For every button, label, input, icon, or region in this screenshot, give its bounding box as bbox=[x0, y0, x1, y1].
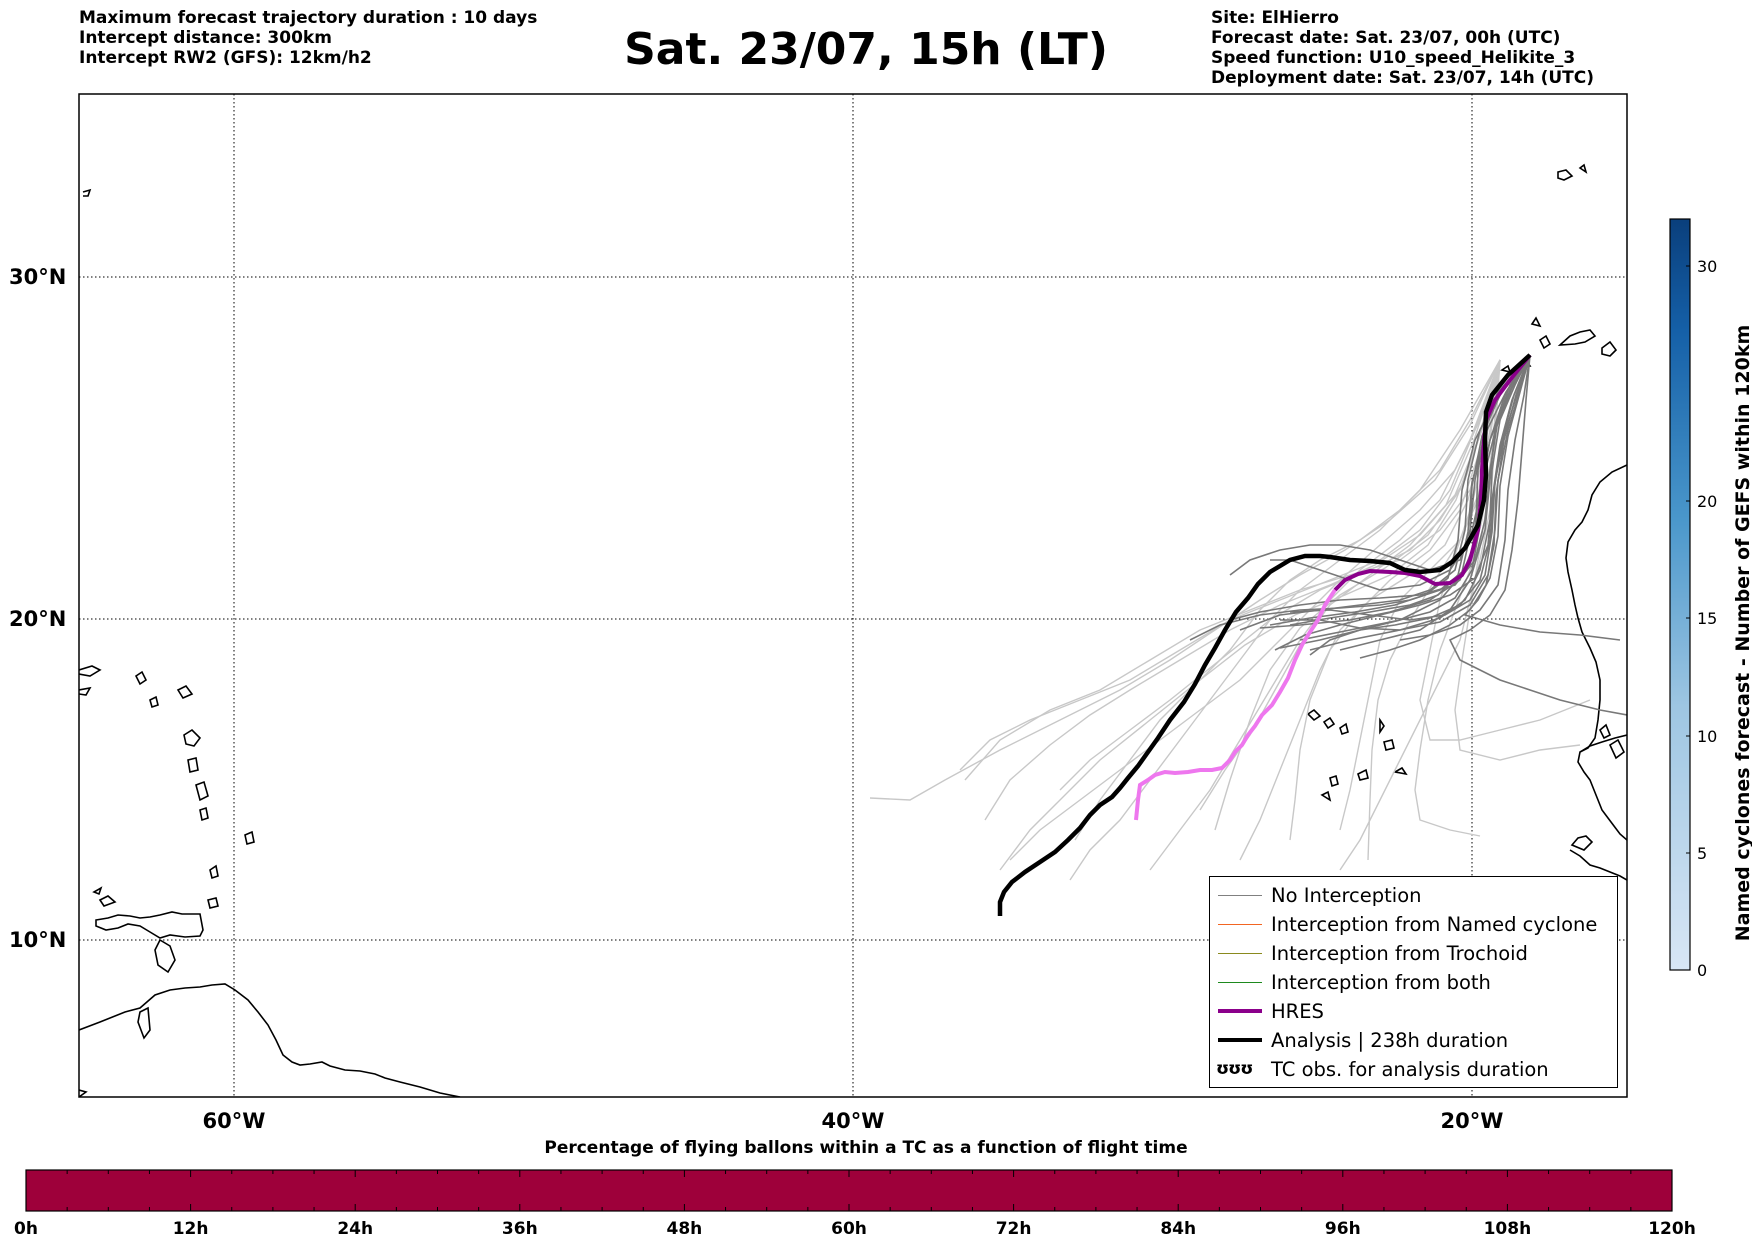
header-left: Maximum forecast trajectory duration : 1… bbox=[79, 8, 537, 68]
legend-label: Interception from Named cyclone bbox=[1271, 913, 1598, 936]
colorbar-tick-30: 30 bbox=[1697, 257, 1717, 276]
flight-tick-72h: 72h bbox=[996, 1219, 1032, 1239]
legend-swatch bbox=[1218, 1038, 1262, 1042]
cyclone-colorbar-ticks bbox=[1686, 265, 1690, 971]
flight-tick-108h: 108h bbox=[1484, 1219, 1532, 1239]
lon-label-60w: 60°W bbox=[203, 1109, 266, 1133]
flight-tick-0h: 0h bbox=[14, 1219, 38, 1239]
lat-label-20n: 20°N bbox=[9, 607, 66, 631]
flight-bar-title: Percentage of flying ballons within a TC… bbox=[544, 1138, 1187, 1158]
cyclone-colorbar bbox=[1669, 218, 1691, 971]
legend-swatch bbox=[1218, 895, 1262, 896]
legend-label: Interception from Trochoid bbox=[1271, 942, 1528, 965]
legend-item-both: Interception from both bbox=[1210, 968, 1617, 997]
legend-label: Interception from both bbox=[1271, 971, 1491, 994]
header-left-line-3: Intercept RW2 (GFS): 12km/h2 bbox=[79, 48, 372, 68]
legend-label: HRES bbox=[1271, 1000, 1324, 1023]
colorbar-tick-5: 5 bbox=[1697, 844, 1707, 863]
map-legend: No Interception Interception from Named … bbox=[1209, 876, 1618, 1088]
header-right: Site: ElHierro Forecast date: Sat. 23/07… bbox=[1211, 8, 1594, 88]
legend-item-trochoid: Interception from Trochoid bbox=[1210, 939, 1617, 968]
header-left-line-2: Intercept distance: 300km bbox=[79, 28, 332, 48]
legend-label: No Interception bbox=[1271, 884, 1422, 907]
coastline-africa-islands bbox=[1306, 163, 1627, 881]
legend-item-no-interception: No Interception bbox=[1210, 881, 1617, 910]
colorbar-label: Named cyclones forecast - Number of GEFS… bbox=[1732, 325, 1752, 942]
header-right-line-2: Forecast date: Sat. 23/07, 00h (UTC) bbox=[1211, 28, 1561, 48]
header-right-line-1: Site: ElHierro bbox=[1211, 8, 1339, 28]
flight-tick-12h: 12h bbox=[173, 1219, 209, 1239]
lon-label-40w: 40°W bbox=[822, 1109, 885, 1133]
header-right-line-4: Deployment date: Sat. 23/07, 14h (UTC) bbox=[1211, 68, 1595, 88]
colorbar-tick-10: 10 bbox=[1697, 727, 1717, 746]
trajectories-no-interception bbox=[1189, 354, 1627, 716]
lat-label-10n: 10°N bbox=[9, 928, 66, 952]
legend-swatch bbox=[1218, 1009, 1262, 1013]
tc-obs-symbol: ʊʊʊ bbox=[1216, 1059, 1253, 1079]
flight-tick-48h: 48h bbox=[667, 1219, 703, 1239]
flight-tick-96h: 96h bbox=[1325, 1219, 1361, 1239]
legend-item-hres: HRES bbox=[1210, 997, 1617, 1026]
colorbar-tick-15: 15 bbox=[1697, 609, 1717, 628]
header-right-line-3: Speed function: U10_speed_Helikite_3 bbox=[1211, 48, 1576, 68]
flight-tick-24h: 24h bbox=[337, 1219, 373, 1239]
legend-item-analysis: Analysis | 238h duration bbox=[1210, 1026, 1617, 1055]
colorbar-tick-0: 0 bbox=[1697, 961, 1707, 980]
flight-bar-ticks bbox=[66, 1170, 1632, 1211]
legend-item-named-cyclone: Interception from Named cyclone bbox=[1210, 910, 1617, 939]
flight-tick-84h: 84h bbox=[1160, 1219, 1196, 1239]
legend-swatch bbox=[1218, 982, 1262, 983]
coastline-caribbean bbox=[79, 188, 461, 1097]
flight-tick-36h: 36h bbox=[502, 1219, 538, 1239]
legend-item-tc-obs: ʊʊʊ TC obs. for analysis duration bbox=[1210, 1055, 1617, 1084]
flight-tick-120h: 120h bbox=[1648, 1219, 1696, 1239]
lon-label-20w: 20°W bbox=[1441, 1109, 1504, 1133]
analysis-trajectory bbox=[997, 353, 1532, 916]
colorbar-tick-20: 20 bbox=[1697, 492, 1717, 511]
map-title: Sat. 23/07, 15h (LT) bbox=[0, 24, 1752, 75]
legend-swatch bbox=[1218, 953, 1262, 954]
hres-trajectory-late bbox=[1134, 588, 1337, 821]
flight-tick-60h: 60h bbox=[831, 1219, 867, 1239]
map-title-text: Sat. 23/07, 15h (LT) bbox=[624, 24, 1108, 75]
map-frame bbox=[78, 93, 1628, 1098]
legend-label: TC obs. for analysis duration bbox=[1271, 1058, 1549, 1081]
lat-label-30n: 30°N bbox=[9, 265, 66, 289]
legend-swatch bbox=[1218, 924, 1262, 925]
header-left-line-1: Maximum forecast trajectory duration : 1… bbox=[79, 8, 538, 28]
legend-label: Analysis | 238h duration bbox=[1271, 1029, 1509, 1052]
